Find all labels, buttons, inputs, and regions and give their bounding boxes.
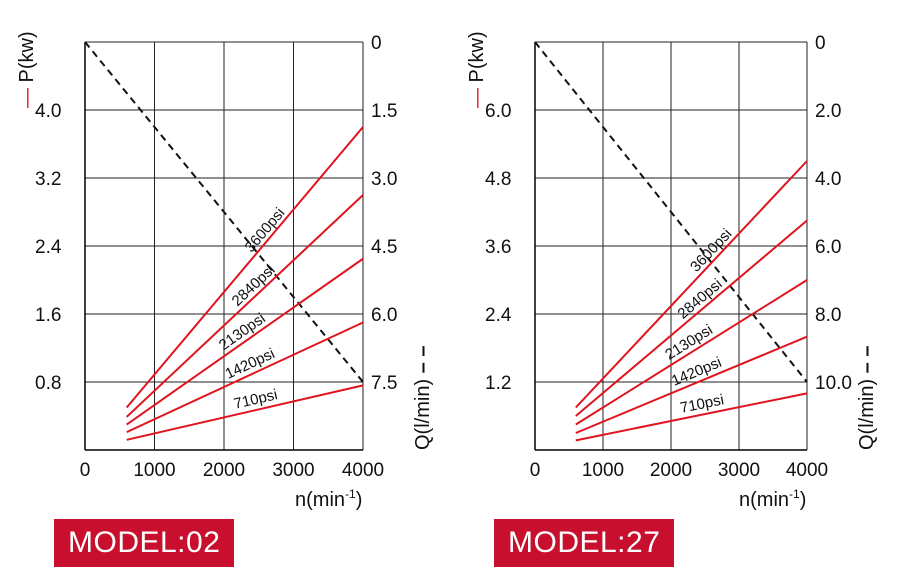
power-line-1420psi	[575, 335, 808, 434]
y-right-tick-label: 0	[815, 33, 826, 54]
power-legend-mark: —	[16, 82, 38, 108]
x-axis-title: n(min-1)	[739, 487, 806, 511]
power-line-710psi	[126, 384, 364, 441]
x-tick-label: 4000	[342, 460, 384, 481]
y-left-axis-title: — P(kw)	[16, 31, 38, 108]
x-tick-label: 0	[80, 460, 91, 481]
y-left-tick-label: 0.8	[35, 373, 61, 394]
chart-1: 0 1000 2000 3000 4000 1.2 2.4 3.6 4.8 6.0 0 2.0 4.0 6…	[466, 31, 878, 511]
flow-line	[84, 41, 364, 383]
x-tick-label: 1000	[133, 460, 175, 481]
y-right-tick-label: 1.5	[371, 101, 397, 122]
series-label: 710psi	[232, 386, 279, 412]
x-tick-label: 4000	[786, 460, 828, 481]
chart-0: 0 1000 2000 3000 4000 0.8 1.6 2.4 3.2 4.0 0 1.5 3.0 4…	[16, 31, 434, 511]
y-right-tick-label: 10.0	[815, 373, 852, 394]
flow-legend-mark: – –	[856, 346, 878, 374]
power-line-710psi	[575, 392, 808, 442]
y-left-tick-label: 2.4	[485, 305, 512, 326]
flow-legend-mark: – –	[412, 346, 434, 374]
x-axis-label-tail: )	[800, 489, 807, 511]
flow-line	[534, 41, 808, 383]
x-axis-title: n(min-1)	[295, 487, 362, 511]
power-line-2130psi	[126, 257, 364, 426]
y-right-axis-title: Q(l/min) – –	[412, 346, 434, 450]
power-axis-label: P(kw)	[16, 31, 38, 82]
y-left-tick-label: 3.2	[35, 169, 61, 190]
x-tick-label: 3000	[272, 460, 314, 481]
series-label: 2840psi	[675, 276, 726, 323]
y-right-tick-label: 6.0	[815, 237, 841, 258]
model-27-badge: MODEL:27	[494, 519, 675, 567]
y-right-tick-label: 3.0	[371, 169, 397, 190]
power-line-2130psi	[575, 279, 808, 426]
y-left-tick-label: 4.8	[485, 169, 511, 190]
y-right-tick-label: 7.5	[371, 373, 397, 394]
y-left-tick-label: 6.0	[485, 101, 511, 122]
flow-axis-label: Q(l/min)	[856, 373, 878, 450]
y-left-axis-title: — P(kw)	[466, 31, 488, 108]
x-tick-label: 1000	[582, 460, 624, 481]
flow-axis-label: Q(l/min)	[412, 373, 434, 450]
power-line-1420psi	[126, 321, 364, 434]
series-label: 3600psi	[242, 205, 289, 256]
x-axis-label-tail: )	[356, 489, 363, 511]
y-left-tick-label: 1.6	[35, 305, 61, 326]
x-axis-label-main: n(min	[739, 489, 789, 511]
x-tick-label: 0	[530, 460, 541, 481]
power-line-2840psi	[575, 219, 808, 417]
x-tick-label: 3000	[718, 460, 760, 481]
x-tick-label: 2000	[650, 460, 692, 481]
y-left-tick-label: 1.2	[485, 373, 511, 394]
y-right-tick-label: 6.0	[371, 305, 397, 326]
series-label: 710psi	[679, 391, 726, 416]
power-line-3600psi	[575, 160, 808, 409]
y-right-axis-title: Q(l/min) – –	[856, 346, 878, 450]
power-line-2840psi	[126, 194, 364, 418]
x-axis-label-sup: -1	[345, 487, 356, 501]
power-line-3600psi	[125, 126, 364, 409]
series-label: 3600psi	[687, 226, 735, 276]
y-right-tick-label: 0	[371, 33, 382, 54]
y-left-tick-label: 2.4	[35, 237, 62, 258]
x-tick-label: 2000	[203, 460, 245, 481]
x-axis-label-main: n(min	[295, 489, 345, 511]
power-axis-label: P(kw)	[466, 31, 488, 82]
y-left-tick-label: 4.0	[35, 101, 61, 122]
y-left-tick-label: 3.6	[485, 237, 511, 258]
model-02-badge: MODEL:02	[54, 519, 235, 567]
y-right-tick-label: 8.0	[815, 305, 841, 326]
y-right-tick-label: 2.0	[815, 101, 841, 122]
series-label: 2840psi	[229, 261, 279, 309]
y-right-tick-label: 4.5	[371, 237, 397, 258]
x-axis-label-sup: -1	[789, 487, 800, 501]
y-right-tick-label: 4.0	[815, 169, 841, 190]
power-legend-mark: —	[466, 82, 488, 108]
